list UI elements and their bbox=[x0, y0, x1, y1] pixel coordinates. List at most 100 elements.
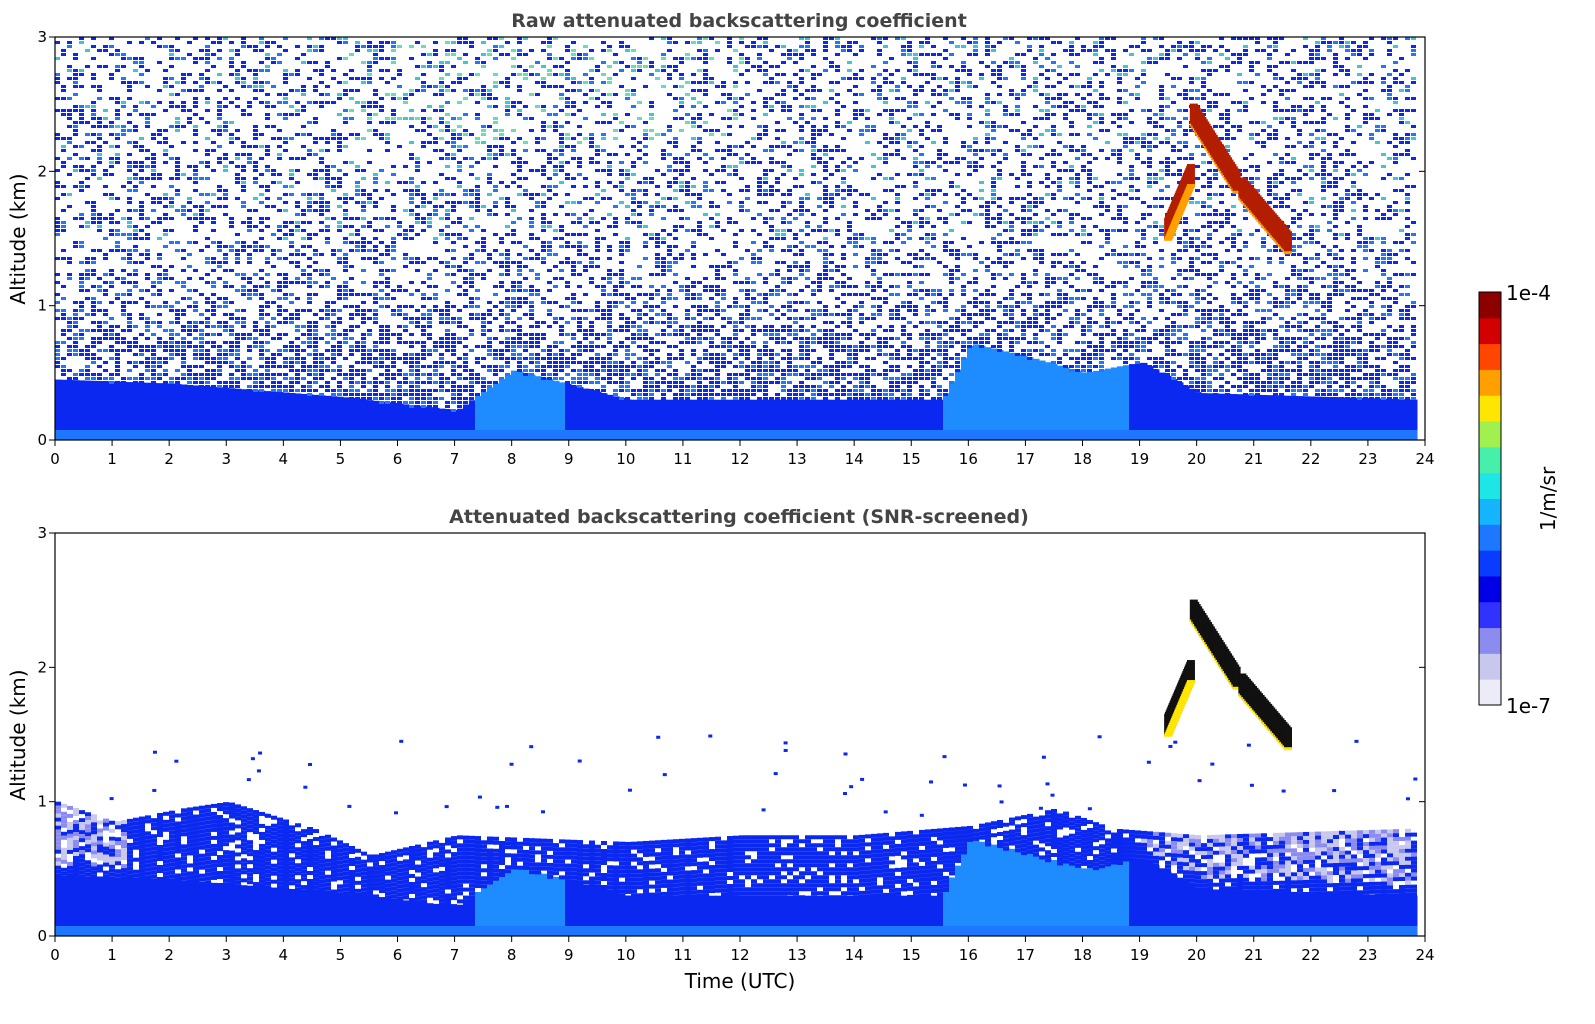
noise-speckle bbox=[613, 233, 618, 236]
noise-speckle bbox=[589, 257, 594, 260]
noise-speckle bbox=[85, 289, 90, 292]
noise-speckle bbox=[91, 249, 96, 252]
noise-speckle bbox=[607, 181, 612, 184]
noise-speckle bbox=[505, 341, 510, 344]
noise-speckle bbox=[559, 145, 564, 148]
noise-speckle bbox=[751, 45, 756, 48]
noise-speckle bbox=[223, 245, 228, 248]
noise-speckle bbox=[589, 77, 594, 80]
noise-speckle bbox=[367, 49, 372, 52]
noise-speckle bbox=[709, 385, 714, 388]
noise-speckle bbox=[505, 305, 510, 308]
noise-speckle bbox=[331, 329, 336, 332]
noise-speckle bbox=[193, 57, 198, 60]
noise-speckle bbox=[211, 313, 216, 316]
noise-speckle bbox=[127, 81, 132, 84]
noise-speckle bbox=[361, 193, 366, 196]
noise-speckle bbox=[643, 257, 648, 260]
noise-speckle bbox=[667, 65, 672, 68]
noise-speckle bbox=[127, 181, 132, 184]
surface-layer-column bbox=[223, 430, 230, 440]
noise-speckle bbox=[163, 85, 168, 88]
surface-layer-column bbox=[325, 430, 332, 440]
noise-speckle bbox=[703, 89, 708, 92]
noise-speckle bbox=[613, 393, 618, 396]
noise-speckle bbox=[343, 81, 348, 84]
noise-speckle bbox=[367, 389, 372, 392]
noise-speckle bbox=[481, 41, 486, 44]
noise-speckle bbox=[163, 329, 168, 332]
noise-speckle bbox=[235, 349, 240, 352]
noise-speckle bbox=[439, 105, 444, 108]
noise-speckle bbox=[745, 93, 750, 96]
noise-speckle bbox=[703, 389, 708, 392]
noise-speckle bbox=[721, 81, 726, 84]
noise-speckle bbox=[595, 105, 600, 108]
noise-speckle bbox=[655, 241, 660, 244]
noise-speckle bbox=[439, 261, 444, 264]
noise-speckle bbox=[253, 321, 258, 324]
noise-speckle bbox=[361, 257, 366, 260]
noise-speckle bbox=[379, 401, 384, 404]
noise-speckle bbox=[211, 169, 216, 172]
surface-layer-column bbox=[1315, 430, 1322, 440]
noise-speckle bbox=[223, 213, 228, 216]
noise-speckle bbox=[445, 217, 450, 220]
noise-speckle bbox=[445, 53, 450, 56]
noise-speckle bbox=[61, 373, 66, 376]
noise-speckle bbox=[721, 353, 726, 356]
noise-speckle bbox=[241, 85, 246, 88]
noise-speckle bbox=[187, 73, 192, 76]
noise-speckle bbox=[523, 313, 528, 316]
noise-speckle bbox=[667, 353, 672, 356]
noise-speckle bbox=[361, 333, 366, 336]
noise-speckle bbox=[133, 177, 138, 180]
noise-speckle bbox=[541, 225, 546, 228]
noise-speckle bbox=[511, 281, 516, 284]
noise-speckle bbox=[751, 117, 756, 120]
noise-speckle bbox=[541, 365, 546, 368]
noise-speckle bbox=[493, 165, 498, 168]
noise-speckle bbox=[475, 313, 480, 316]
noise-speckle bbox=[409, 305, 414, 308]
noise-speckle bbox=[85, 49, 90, 52]
noise-speckle bbox=[607, 333, 612, 336]
noise-speckle bbox=[97, 133, 102, 136]
noise-speckle bbox=[583, 233, 588, 236]
noise-speckle bbox=[319, 337, 324, 340]
noise-speckle bbox=[313, 389, 318, 392]
noise-speckle bbox=[475, 273, 480, 276]
noise-speckle bbox=[733, 321, 738, 324]
noise-speckle bbox=[721, 85, 726, 88]
noise-speckle bbox=[109, 377, 114, 380]
noise-speckle bbox=[493, 261, 498, 264]
noise-speckle bbox=[121, 277, 126, 280]
noise-speckle bbox=[433, 297, 438, 300]
noise-speckle bbox=[739, 349, 744, 352]
noise-speckle bbox=[97, 329, 102, 332]
surface-layer-column bbox=[841, 430, 848, 440]
noise-speckle bbox=[97, 341, 102, 344]
noise-speckle bbox=[595, 389, 600, 392]
noise-speckle bbox=[325, 317, 330, 320]
noise-speckle bbox=[253, 241, 258, 244]
noise-speckle bbox=[715, 273, 720, 276]
noise-speckle bbox=[583, 57, 588, 60]
noise-speckle bbox=[193, 373, 198, 376]
noise-speckle bbox=[205, 325, 210, 328]
noise-speckle bbox=[643, 57, 648, 60]
noise-speckle bbox=[763, 169, 768, 172]
noise-speckle bbox=[619, 249, 624, 252]
noise-speckle bbox=[595, 377, 600, 380]
noise-speckle bbox=[739, 317, 744, 320]
noise-speckle bbox=[211, 257, 216, 260]
noise-speckle bbox=[757, 177, 762, 180]
noise-speckle bbox=[661, 321, 666, 324]
surface-layer-column bbox=[235, 430, 242, 440]
noise-speckle bbox=[571, 273, 576, 276]
surface-layer-column bbox=[1201, 430, 1208, 440]
noise-speckle bbox=[85, 373, 90, 376]
noise-speckle bbox=[205, 53, 210, 56]
noise-speckle bbox=[577, 201, 582, 204]
noise-speckle bbox=[223, 285, 228, 288]
